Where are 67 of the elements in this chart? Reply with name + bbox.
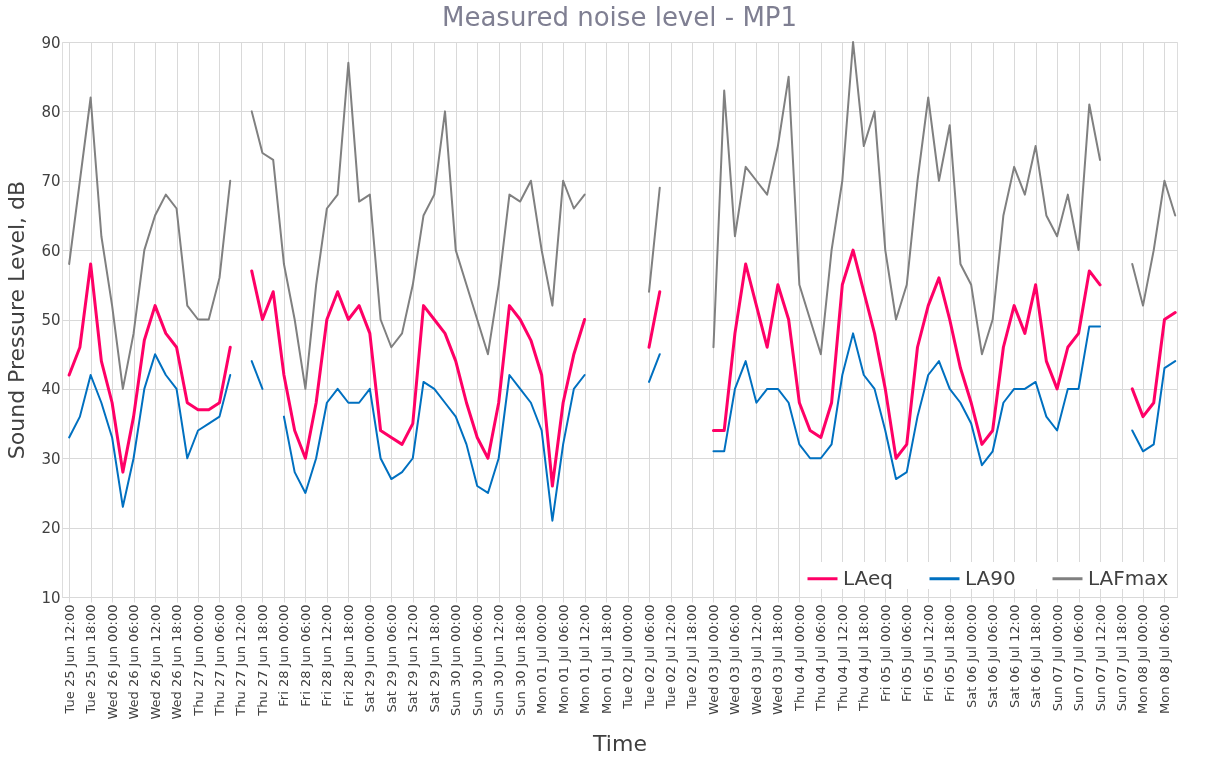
x-tick-label: Tue 25 Jun 18:00: [83, 604, 99, 715]
x-tick-label: Wed 03 Jul 00:00: [705, 604, 721, 715]
x-tick-label: Sat 06 Jul 18:00: [1028, 604, 1044, 708]
x-tick-label: Thu 04 Jul 06:00: [813, 604, 829, 713]
x-tick-label: Sun 30 Jun 00:00: [448, 604, 464, 716]
x-axis-title: Time: [592, 730, 647, 756]
x-tick-label: Fri 28 Jun 12:00: [319, 604, 335, 707]
legend-label: LA90: [965, 565, 1016, 590]
x-tick-label: Thu 27 Jun 18:00: [254, 604, 270, 717]
x-tick-label: Sun 07 Jul 12:00: [1092, 604, 1108, 712]
x-tick-label: Sat 06 Jul 00:00: [963, 604, 979, 708]
y-tick-label: 40: [41, 380, 61, 399]
x-tick-label: Tue 02 Jul 18:00: [684, 604, 700, 710]
x-tick-label: Wed 03 Jul 18:00: [770, 604, 786, 715]
x-tick-label: Mon 01 Jul 12:00: [577, 604, 593, 714]
x-tick-label: Wed 26 Jun 12:00: [147, 604, 163, 720]
x-tick-label: Sat 06 Jul 06:00: [985, 604, 1001, 708]
x-tick-label: Tue 25 Jun 12:00: [61, 604, 77, 715]
x-tick-label: Mon 01 Jul 06:00: [555, 604, 571, 714]
y-tick-label: 30: [41, 449, 61, 468]
x-tick-label: Thu 04 Jul 00:00: [791, 604, 807, 713]
y-tick-label: 50: [41, 311, 61, 329]
x-tick-label: Fri 05 Jul 12:00: [920, 604, 936, 703]
x-tick-label: Wed 03 Jul 12:00: [748, 604, 764, 715]
x-tick-label: Tue 02 Jul 06:00: [641, 604, 657, 710]
x-tick-label: Mon 01 Jul 00:00: [534, 604, 550, 714]
y-tick-label: 70: [41, 172, 61, 191]
y-tick-label: 20: [41, 519, 61, 538]
chart-title: Measured noise level - MP1: [441, 2, 798, 32]
y-tick-label: 90: [41, 33, 61, 52]
y-tick-label: 10: [41, 588, 61, 607]
x-tick-label: Wed 03 Jul 06:00: [727, 604, 743, 715]
x-tick-label: Sun 30 Jun 06:00: [469, 604, 485, 716]
legend-label: LAeq: [843, 565, 893, 590]
x-tick-label: Sat 29 Jun 00:00: [362, 604, 378, 713]
x-tick-label: Thu 27 Jun 00:00: [190, 604, 206, 717]
x-tick-label: Fri 28 Jun 00:00: [276, 604, 292, 707]
x-tick-label: Sun 30 Jun 12:00: [491, 604, 507, 716]
x-tick-label: Thu 27 Jun 06:00: [212, 604, 227, 717]
y-axis-title: Sound Pressure Level, dB: [4, 180, 30, 460]
x-tick-label: Sun 30 Jun 18:00: [512, 604, 528, 716]
y-tick-label: 80: [41, 102, 61, 121]
x-tick-label: Sun 07 Jul 06:00: [1071, 604, 1087, 712]
x-tick-label: Fri 28 Jun 06:00: [297, 604, 313, 707]
legend-label: LAFmax: [1088, 565, 1169, 590]
y-tick-label: 60: [41, 241, 61, 260]
x-tick-label: Fri 05 Jul 18:00: [942, 604, 958, 703]
x-tick-label: Sat 29 Jun 12:00: [405, 604, 421, 713]
x-tick-label: Sat 29 Jun 06:00: [383, 604, 399, 713]
x-tick-label: Wed 26 Jun 18:00: [169, 604, 185, 720]
x-tick-label: Thu 27 Jun 12:00: [233, 604, 249, 717]
x-tick-label: Mon 08 Jul 00:00: [1135, 604, 1151, 714]
x-tick-label: Fri 05 Jul 00:00: [877, 604, 893, 703]
x-tick-label: Mon 08 Jul 06:00: [1156, 604, 1172, 714]
x-tick-label: Tue 02 Jul 00:00: [620, 604, 636, 710]
x-tick-label: Sat 29 Jun 18:00: [426, 604, 442, 713]
x-tick-label: Fri 28 Jun 18:00: [340, 604, 356, 707]
x-tick-label: Thu 04 Jul 18:00: [856, 604, 872, 713]
x-tick-label: Fri 05 Jul 06:00: [899, 604, 915, 703]
x-tick-label: Thu 04 Jul 12:00: [834, 604, 850, 713]
x-tick-label: Sun 07 Jul 18:00: [1114, 604, 1130, 712]
x-tick-label: Wed 26 Jun 06:00: [126, 604, 142, 720]
x-tick-label: Sun 07 Jul 00:00: [1049, 604, 1065, 712]
x-tick-label: Mon 01 Jul 18:00: [598, 604, 614, 714]
x-tick-label: Sat 06 Jul 12:00: [1006, 604, 1022, 708]
x-tick-label: Wed 26 Jun 00:00: [104, 604, 120, 720]
x-tick-label: Tue 02 Jul 12:00: [663, 604, 679, 710]
